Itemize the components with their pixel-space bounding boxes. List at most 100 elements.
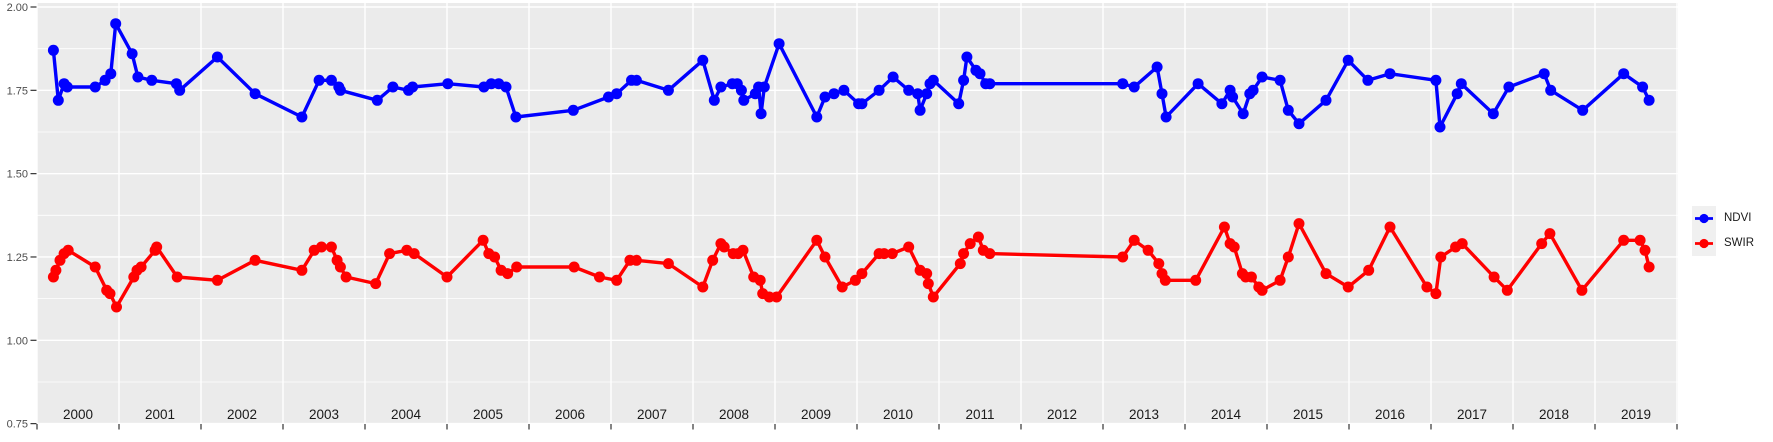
swir-point: [1421, 281, 1433, 293]
swir-point: [611, 274, 623, 286]
swir-point: [477, 234, 489, 246]
legend-point-icon: [1699, 238, 1709, 249]
y-axis-tick-label: 2.00: [7, 2, 28, 14]
swir-point: [1634, 234, 1646, 246]
ndvi-point: [1237, 108, 1249, 120]
swir-point: [441, 271, 453, 283]
x-axis-year-label: 2007: [637, 407, 667, 422]
x-axis-year-label: 2000: [63, 407, 93, 422]
ndvi-point: [887, 71, 899, 83]
ndvi-point: [738, 94, 750, 106]
swir-point: [50, 264, 62, 276]
ndvi-point: [1545, 84, 1557, 96]
swir-point: [811, 234, 823, 246]
ndvi-point: [567, 104, 579, 116]
ndvi-point: [325, 74, 337, 86]
swir-point: [1128, 234, 1140, 246]
x-axis-year-label: 2008: [719, 407, 749, 422]
ndvi-point: [828, 88, 840, 100]
ndvi-point: [1487, 108, 1499, 120]
ndvi-point: [1320, 94, 1332, 106]
x-axis-year-label: 2002: [227, 407, 257, 422]
x-axis-year-label: 2015: [1293, 407, 1323, 422]
y-axis-tick-label: 0.75: [7, 419, 28, 431]
ndvi-point: [1384, 68, 1396, 80]
swir-point: [958, 248, 970, 260]
ndvi-point: [758, 81, 770, 93]
ndvi-point: [313, 74, 325, 86]
swir-point: [1245, 271, 1257, 283]
ndvi-point: [1618, 68, 1630, 80]
ndvi-point: [921, 88, 933, 100]
ndvi-point: [838, 84, 850, 96]
ndvi-point: [407, 81, 419, 93]
swir-point: [511, 261, 523, 273]
swir-point: [408, 248, 420, 260]
swir-point: [707, 254, 719, 266]
ndvi-point: [1117, 78, 1129, 90]
ndvi-point: [1256, 71, 1268, 83]
x-axis-year-label: 2017: [1457, 407, 1487, 422]
swir-point: [334, 261, 346, 273]
swir-point: [370, 278, 382, 290]
swir-point: [1456, 238, 1468, 250]
swir-point: [697, 281, 709, 293]
ndvi-point: [1274, 74, 1286, 86]
ndvi-point: [1451, 88, 1463, 100]
swir-point: [296, 264, 308, 276]
ndvi-point: [715, 81, 727, 93]
ndvi-point: [974, 68, 986, 80]
ndvi-point: [510, 111, 522, 123]
swir-point: [718, 241, 730, 253]
swir-point: [135, 261, 147, 273]
y-axis-tick-label: 1.75: [7, 85, 28, 97]
ndvi-point: [630, 74, 642, 86]
swir-point: [1576, 284, 1588, 296]
swir-point: [1320, 268, 1332, 280]
legend-label-ndvi: NDVI: [1724, 212, 1752, 224]
swir-point: [1256, 284, 1268, 296]
swir-point: [972, 231, 984, 243]
ndvi-point: [334, 84, 346, 96]
ndvi-point: [174, 84, 186, 96]
ndvi-point: [105, 68, 117, 80]
ndvi-point: [89, 81, 101, 93]
swir-point: [1639, 244, 1651, 256]
ndvi-point: [1577, 104, 1589, 116]
swir-point: [62, 244, 74, 256]
ndvi-point: [1503, 81, 1515, 93]
ndvi-point: [773, 38, 785, 50]
ndvi-point: [1282, 104, 1294, 116]
swir-point: [886, 248, 898, 260]
swir-point: [1643, 261, 1655, 273]
legend-key-ndvi: [1692, 206, 1716, 231]
x-axis-year-label: 2013: [1129, 407, 1159, 422]
swir-point: [921, 268, 933, 280]
swir-point: [325, 241, 337, 253]
ndvi-point: [110, 18, 122, 30]
swir-point: [1159, 274, 1171, 286]
swir-point: [1363, 264, 1375, 276]
ndvi-point: [1342, 54, 1354, 66]
ndvi-point: [1216, 98, 1228, 110]
legend-item-ndvi: NDVI: [1692, 206, 1754, 231]
swir-point: [502, 268, 514, 280]
swir-point: [1293, 218, 1305, 230]
ndvi-point: [1293, 118, 1305, 130]
ndvi-point: [387, 81, 399, 93]
ndvi-point: [1434, 121, 1446, 133]
swir-point: [568, 261, 580, 273]
swir-point: [1142, 244, 1154, 256]
swir-point: [1274, 274, 1286, 286]
x-axis-year-label: 2006: [555, 407, 585, 422]
swir-point: [111, 301, 122, 313]
swir-point: [1488, 271, 1500, 283]
ndvi-point: [914, 104, 926, 116]
y-axis-tick-label: 1.00: [7, 335, 28, 347]
swir-point: [1228, 241, 1240, 253]
swir-point: [927, 291, 939, 303]
swir-point: [1384, 221, 1396, 233]
swir-point: [1544, 228, 1556, 240]
ndvi-point: [1192, 78, 1204, 90]
y-axis-tick-label: 1.25: [7, 252, 28, 264]
